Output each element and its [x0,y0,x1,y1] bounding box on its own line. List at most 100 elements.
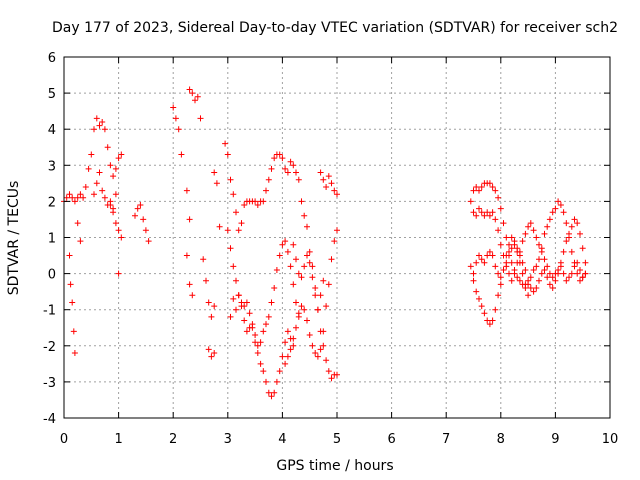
data-point-plus [519,238,526,245]
data-point-plus [492,263,499,270]
data-point-plus [284,353,291,360]
data-point-plus [290,162,297,169]
data-point-plus [265,176,272,183]
x-tick-label: 3 [224,432,232,447]
data-point-plus [582,259,589,266]
data-point-plus [476,187,482,194]
data-point-plus [301,306,308,313]
data-point-plus [295,270,302,277]
data-point-plus [467,263,474,270]
data-point-plus [574,270,581,277]
data-point-plus [268,165,275,172]
data-point-plus [82,184,89,190]
data-point-plus [290,335,297,342]
data-point-plus [293,256,299,263]
x-axis-ticks: 0 1 2 3 4 5 6 7 8 9 10 [60,57,618,447]
data-point-plus [183,187,190,194]
data-point-plus [470,277,477,284]
data-point-plus [560,248,567,255]
data-point-plus [306,259,313,266]
data-point-plus [77,191,84,198]
data-point-plus [222,140,229,147]
data-point-plus [227,176,234,183]
data-point-plus [334,227,340,234]
data-point-plus [541,256,548,263]
data-point-plus [96,122,103,129]
data-point-plus [241,202,248,208]
data-point-plus [208,353,215,360]
data-point-plus [552,205,559,212]
data-point-plus [530,288,537,295]
data-point-plus [66,252,73,259]
data-point-plus [470,270,477,277]
data-point-plus [486,248,493,255]
data-point-plus [467,198,474,205]
data-point-plus [527,274,534,281]
data-point-plus [530,267,537,273]
data-point-plus [549,274,556,281]
x-tick-label: 9 [551,432,559,447]
data-point-plus [80,194,87,201]
data-point-plus [476,252,482,259]
data-point-plus [233,209,239,216]
data-point-plus [497,205,504,212]
x-tick-label: 4 [278,432,286,447]
x-tick-label: 6 [387,432,395,447]
data-point-plus [579,274,586,281]
data-point-plus [284,169,291,176]
data-point-plus [470,187,477,194]
data-point-plus [478,256,485,263]
data-point-plus [334,191,340,198]
data-point-plus [110,205,117,212]
data-point-plus [246,310,253,317]
data-point-plus [265,389,272,396]
data-point-plus [522,281,529,288]
data-point-plus [287,158,294,165]
data-point-plus [276,252,283,259]
data-point-plus [552,277,559,284]
data-point-plus [279,241,286,248]
data-point-plus [200,256,207,263]
data-point-plus [145,238,152,245]
data-point-plus [208,313,215,320]
data-point-plus [473,259,480,266]
data-point-plus [546,281,553,288]
data-point-plus [85,165,92,172]
data-point-plus [227,245,234,252]
data-point-plus [112,220,119,227]
data-point-plus [142,227,149,234]
data-point-plus [544,274,551,281]
data-point-plus [268,299,275,306]
data-point-plus [566,274,572,281]
data-point-plus [309,263,316,270]
data-point-plus [118,234,125,241]
data-point-plus [172,115,179,122]
data-point-plus [566,230,572,237]
data-point-plus [175,126,182,133]
data-points [61,86,589,400]
data-point-plus [284,248,291,255]
data-point-plus [252,339,259,346]
data-point-plus [503,259,510,266]
data-point-plus [533,285,540,291]
data-point-plus [325,173,332,180]
data-point-plus [243,299,250,306]
data-point-plus [238,303,245,310]
data-point-plus [273,267,280,273]
data-point-plus [69,194,76,201]
data-point-plus [211,303,218,310]
data-point-plus [476,295,482,302]
data-point-plus [101,126,108,133]
data-point-plus [70,328,77,335]
data-point-plus [495,270,502,277]
data-point-plus [511,241,518,248]
data-point-plus [541,267,548,273]
data-point-plus [96,169,103,176]
data-point-plus [323,357,330,364]
data-point-plus [568,223,575,230]
data-point-plus [260,198,267,205]
data-point-plus [323,303,330,310]
data-point-plus [577,230,583,237]
data-point-plus [290,342,297,349]
data-point-plus [298,198,305,205]
